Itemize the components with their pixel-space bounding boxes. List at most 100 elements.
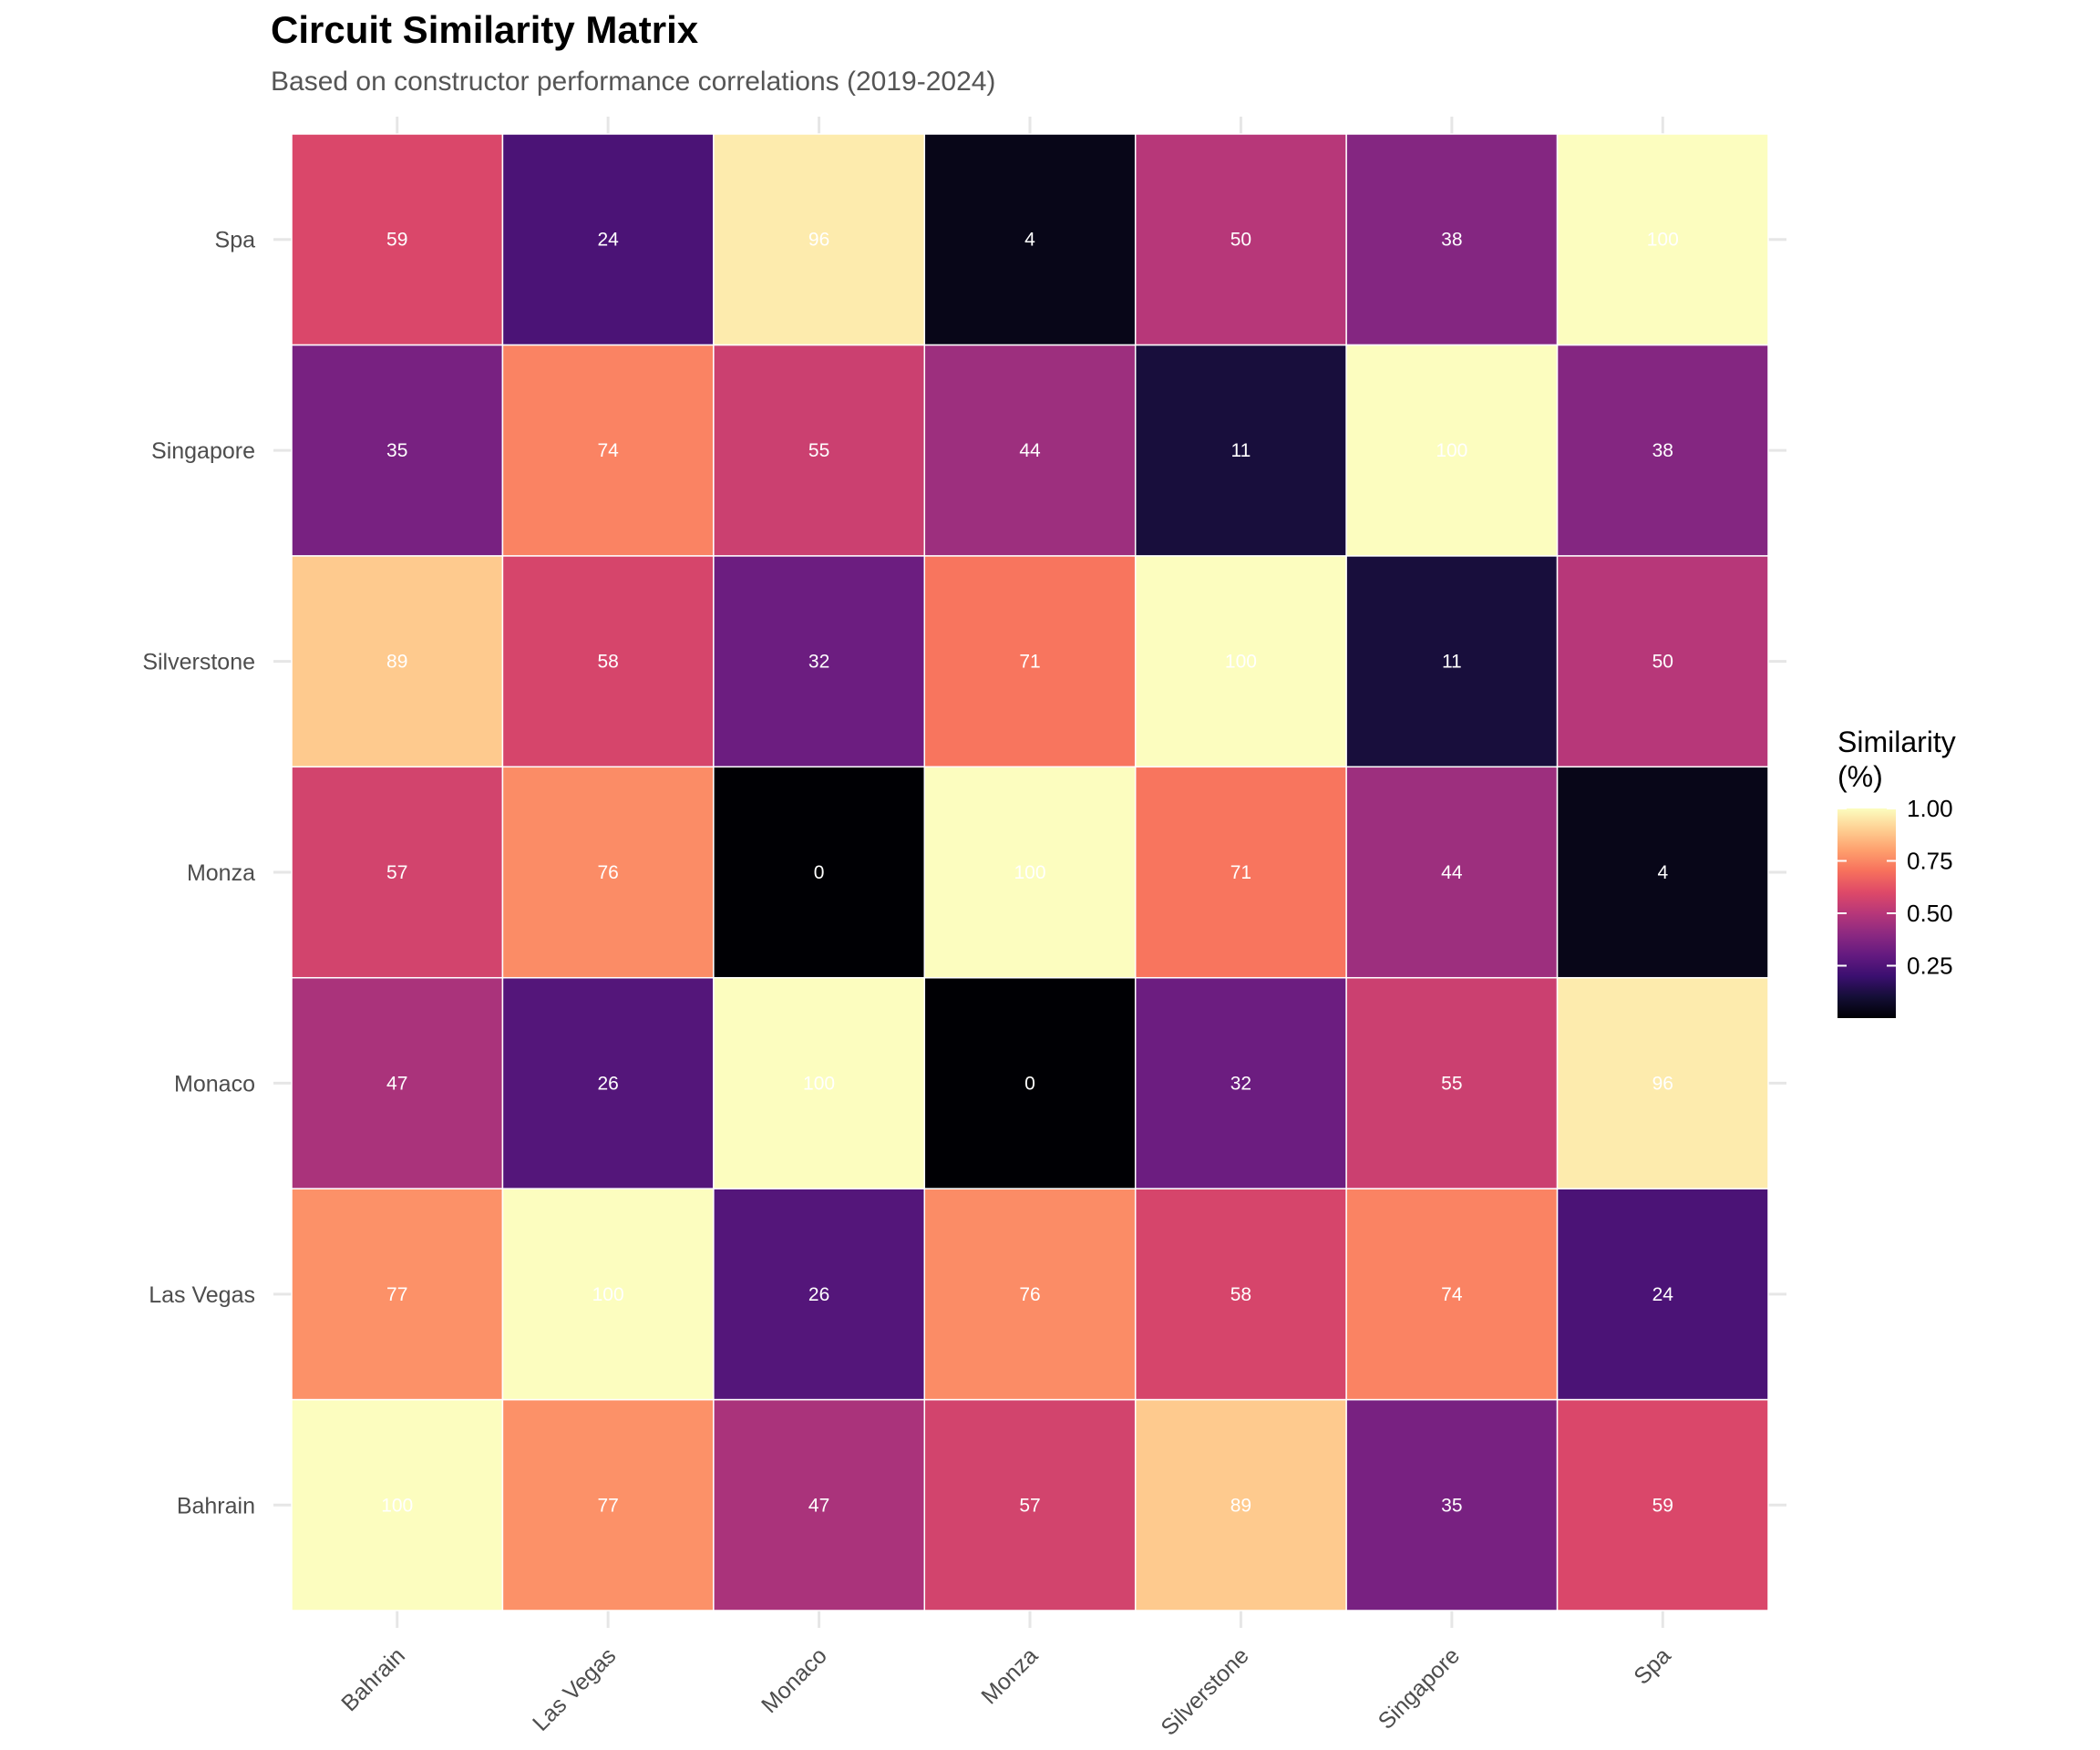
cell-value-label: 74 xyxy=(597,440,619,461)
cell-value-label: 38 xyxy=(1652,440,1673,461)
legend-tick-label: 1.00 xyxy=(1907,795,1953,822)
cell-value-label: 58 xyxy=(597,652,618,673)
heatmap-cell-monza-bahrain xyxy=(291,766,504,979)
heatmap-cell-monaco-bahrain xyxy=(291,976,504,1189)
heatmap-cell-silverstone-spa xyxy=(1556,555,1769,768)
colorbar-legend: Similarity (%) 0.25 0.50 0.75 1.00 xyxy=(1838,726,1956,1018)
cell-value-label: 32 xyxy=(1230,1073,1251,1094)
cell-value-label: 24 xyxy=(597,230,619,251)
cell-value-label: 58 xyxy=(1230,1284,1251,1305)
cell-value-label: 44 xyxy=(1019,440,1041,461)
cell-value-label: 100 xyxy=(381,1495,413,1516)
cell-value-label: 50 xyxy=(1652,652,1673,673)
cell-value-label: 71 xyxy=(1230,862,1251,883)
x-axis: Bahrain Las Vegas Monaco Monza Silverstone Si… xyxy=(336,1642,1675,1740)
heatmap-cell-silverstone-silverstone xyxy=(1134,555,1347,768)
x-tick-label-monza: Monza xyxy=(976,1642,1043,1709)
y-tick-label-silverstone: Silverstone xyxy=(142,650,255,675)
cell-value-label: 74 xyxy=(1441,1284,1463,1305)
cell-value-label: 50 xyxy=(1230,230,1251,251)
cell-value-label: 4 xyxy=(1024,230,1035,251)
cell-value-label: 57 xyxy=(1019,1495,1040,1516)
heatmap-cell-monza-las-vegas xyxy=(501,766,715,979)
cell-value-label: 96 xyxy=(808,230,829,251)
chart-subtitle: Based on constructor performance correla… xyxy=(271,67,995,97)
heatmap-cell-bahrain-silverstone xyxy=(1134,1398,1347,1611)
heatmap-cell-monaco-monaco xyxy=(713,976,926,1189)
cell-value-label: 96 xyxy=(1652,1073,1673,1094)
y-tick-label-monza: Monza xyxy=(187,860,255,886)
heatmap-cell-las-vegas-spa xyxy=(1556,1188,1769,1401)
y-axis: Bahrain Las Vegas Monaco Monza Silverstone Si… xyxy=(142,228,255,1519)
y-tick-label-monaco: Monaco xyxy=(174,1071,255,1096)
cell-value-label: 47 xyxy=(808,1495,829,1516)
cell-value-label: 0 xyxy=(814,862,825,883)
chart-title: Circuit Similarity Matrix xyxy=(271,8,699,51)
cell-value-label: 89 xyxy=(1230,1495,1251,1516)
heatmap-cell-silverstone-monza xyxy=(923,555,1137,768)
heatmap-cell-spa-monaco xyxy=(713,133,926,346)
x-tick-label-monaco: Monaco xyxy=(757,1642,832,1718)
heatmap-cells xyxy=(291,133,1769,1611)
heatmap-cell-spa-singapore xyxy=(1345,133,1559,346)
cell-value-label: 71 xyxy=(1019,652,1040,673)
cell-value-label: 59 xyxy=(1652,1495,1673,1516)
heatmap-cell-monza-monaco xyxy=(713,766,926,979)
heatmap-cell-monaco-singapore xyxy=(1345,976,1559,1189)
cell-value-label: 77 xyxy=(386,1284,407,1305)
cell-value-label: 47 xyxy=(386,1073,407,1094)
cell-value-label: 76 xyxy=(597,862,618,883)
y-tick-label-spa: Spa xyxy=(215,228,256,253)
heatmap-cell-silverstone-singapore xyxy=(1345,555,1559,768)
heatmap-cell-bahrain-spa xyxy=(1556,1398,1769,1611)
legend-title-line-1: Similarity xyxy=(1838,726,1956,758)
legend-title-line-2: (%) xyxy=(1838,760,1883,793)
cell-value-label: 55 xyxy=(808,440,829,461)
cell-value-label: 59 xyxy=(386,230,407,251)
heatmap-cell-labels: 100 77 47 57 89 35 59 77 100 26 76 58 74 24 47 26 100 0 32… xyxy=(381,230,1679,1517)
cell-value-label: 35 xyxy=(1441,1495,1462,1516)
heatmap-cell-monza-monza xyxy=(923,766,1137,979)
heatmap-cell-monza-spa xyxy=(1556,766,1769,979)
heatmap-cell-bahrain-monaco xyxy=(713,1398,926,1611)
heatmap-cell-las-vegas-monaco xyxy=(713,1188,926,1401)
x-tick-label-silverstone: Silverstone xyxy=(1156,1642,1253,1740)
cell-value-label: 100 xyxy=(1647,230,1679,251)
heatmap-cell-monaco-las-vegas xyxy=(501,976,715,1189)
cell-value-label: 38 xyxy=(1441,230,1462,251)
x-tick-label-singapore: Singapore xyxy=(1374,1642,1465,1734)
heatmap-cell-spa-bahrain xyxy=(291,133,504,346)
cell-value-label: 89 xyxy=(386,652,407,673)
cell-value-label: 76 xyxy=(1019,1284,1040,1305)
y-tick-label-singapore: Singapore xyxy=(151,438,255,464)
heatmap-cell-silverstone-bahrain xyxy=(291,555,504,768)
cell-value-label: 4 xyxy=(1657,862,1668,883)
cell-value-label: 11 xyxy=(1231,440,1251,461)
legend-tick-label: 0.50 xyxy=(1907,900,1953,927)
heatmap-cell-singapore-las-vegas xyxy=(501,344,715,557)
heatmap-cell-monaco-silverstone xyxy=(1134,976,1347,1189)
x-tick-label-bahrain: Bahrain xyxy=(336,1642,410,1716)
cell-value-label: 100 xyxy=(803,1073,835,1094)
cell-value-label: 100 xyxy=(1225,652,1257,673)
legend-colorbar xyxy=(1838,808,1896,1018)
x-tick-label-spa: Spa xyxy=(1629,1642,1675,1689)
cell-value-label: 32 xyxy=(808,652,829,673)
cell-value-label: 100 xyxy=(592,1284,624,1305)
heatmap-cell-las-vegas-silverstone xyxy=(1134,1188,1347,1401)
cell-value-label: 57 xyxy=(386,862,407,883)
heatmap-cell-monza-singapore xyxy=(1345,766,1559,979)
heatmap-cell-spa-las-vegas xyxy=(501,133,715,346)
heatmap-cell-monza-silverstone xyxy=(1134,766,1347,979)
cell-value-label: 100 xyxy=(1014,862,1045,883)
heatmap-cell-las-vegas-bahrain xyxy=(291,1188,504,1401)
heatmap-cell-spa-spa xyxy=(1556,133,1769,346)
heatmap-cell-singapore-singapore xyxy=(1345,344,1559,557)
heatmap-cell-las-vegas-las-vegas xyxy=(501,1188,715,1401)
legend-tick-label: 0.25 xyxy=(1907,952,1953,980)
heatmap-cell-bahrain-singapore xyxy=(1345,1398,1559,1611)
legend-tick-label: 0.75 xyxy=(1907,848,1953,875)
cell-value-label: 26 xyxy=(597,1073,618,1094)
heatmap-cell-las-vegas-singapore xyxy=(1345,1188,1559,1401)
